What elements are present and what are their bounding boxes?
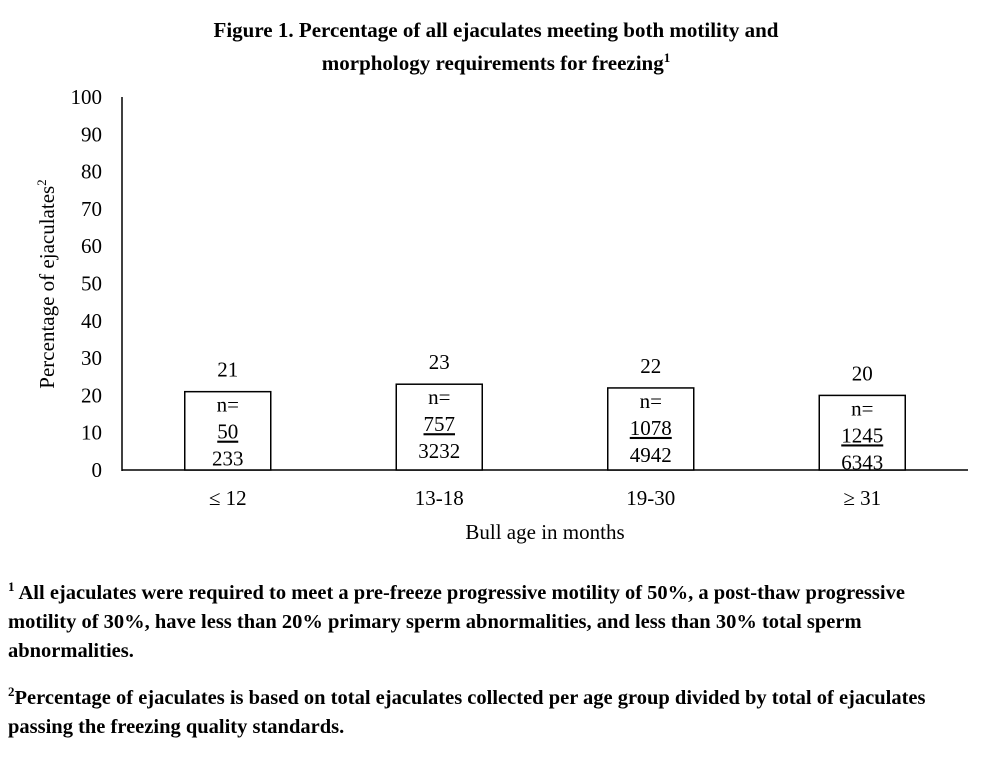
figure-title: Figure 1. Percentage of all ejaculates m… [0,16,992,77]
bar [395,383,483,471]
y-tick-label: 20 [81,383,102,407]
footnote-2-text: Percentage of ejaculates is based on tot… [8,686,926,738]
figure-title-line2: morphology requirements for freezing [321,51,664,75]
bar [818,394,906,471]
footnote-1-marker: 1 [8,579,15,594]
x-tick-label: 13-18 [415,486,464,510]
bar-value-label: 23 [429,350,450,374]
y-tick-label: 50 [81,272,102,296]
bar-n-numerator: 757 [424,412,456,436]
y-tick-label: 0 [92,458,103,482]
y-tick-label: 30 [81,346,102,370]
y-axis-title: Percentage of ejaculates2 [34,179,59,388]
figure-title-line1: Figure 1. Percentage of all ejaculates m… [213,18,779,42]
figure-title-footnote-marker: 1 [663,50,671,65]
footnote-1-text: All ejaculates were required to meet a p… [8,581,905,662]
y-tick-label: 90 [81,122,102,146]
bar-n-denominator: 6343 [841,450,883,474]
bar [607,387,695,471]
bar-value-label: 22 [640,354,661,378]
footnote-2: 2Percentage of ejaculates is based on to… [8,677,968,742]
bar-n-numerator: 50 [217,420,238,444]
footnote-2-marker: 2 [8,684,15,699]
bar-n-denominator: 4942 [630,443,672,467]
bar-n-numerator: 1245 [841,423,883,447]
bar-n-label: n= [428,385,450,409]
bar [184,390,272,471]
bar-n-numerator: 1078 [630,416,672,440]
bar-value-label: 20 [852,361,873,385]
bar-n-denominator: 3232 [418,439,460,463]
x-tick-label: 19-30 [626,486,675,510]
bar-n-label: n= [851,396,873,420]
bar-n-denominator: 233 [212,447,244,471]
x-tick-label: ≤ 12 [209,486,247,510]
bar-chart: 0 10 20 30 40 50 60 70 80 90 100 Percentage of ejac… [34,85,968,544]
x-tick-label: ≥ 31 [843,486,881,510]
bar-value-label: 21 [217,358,238,382]
bar-n-label: n= [640,389,662,413]
y-tick-label: 10 [81,421,102,445]
y-tick-label: 70 [81,197,102,221]
x-axis-title: Bull age in months [465,520,624,544]
y-tick-label: 80 [81,160,102,184]
footnote-1: 1 All ejaculates were required to meet a… [8,572,968,666]
y-tick-label: 100 [71,85,103,109]
y-tick-label: 40 [81,309,102,333]
bar-n-label: n= [217,393,239,417]
y-tick-label: 60 [81,234,102,258]
